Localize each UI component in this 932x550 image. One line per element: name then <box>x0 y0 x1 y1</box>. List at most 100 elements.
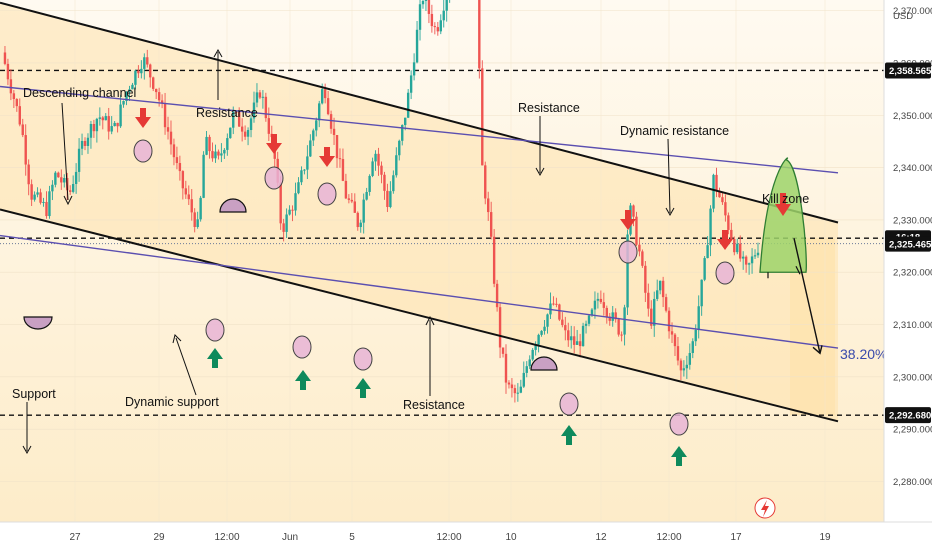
candle-body <box>611 312 614 321</box>
candle-body <box>706 245 709 259</box>
candle-body <box>409 75 413 93</box>
candle-body <box>193 212 196 227</box>
candle-body <box>329 114 333 129</box>
y-tick-label: 2,350.000 <box>893 111 932 122</box>
y-tick-label: 2,300.000 <box>893 372 932 383</box>
candle-body <box>146 57 149 65</box>
candle-body <box>291 209 294 211</box>
candle-body <box>24 135 27 165</box>
candle-body <box>303 169 306 171</box>
candle-body <box>184 188 188 195</box>
candle-body <box>217 151 220 156</box>
candle-body <box>9 79 13 94</box>
candle-body <box>401 125 404 141</box>
projection-arrow[interactable] <box>793 238 823 355</box>
candle-body <box>430 13 434 27</box>
candle-body <box>653 298 656 326</box>
time-axis[interactable] <box>0 522 932 550</box>
candle-body <box>516 392 520 394</box>
candle-body <box>326 98 330 115</box>
support-label: Support <box>12 387 56 401</box>
candle-body <box>623 307 626 335</box>
candle-body <box>676 346 680 361</box>
lightning-icon[interactable] <box>754 497 776 519</box>
candle-body <box>48 191 51 217</box>
touch-arcs <box>23 198 558 371</box>
candle-body <box>232 111 235 128</box>
candle-body <box>685 364 689 369</box>
candle-body <box>359 222 362 228</box>
candle-body <box>288 209 291 215</box>
candle-body <box>492 236 496 284</box>
candle-body <box>424 0 428 1</box>
candle-body <box>664 297 668 311</box>
candle-body <box>504 353 508 383</box>
candle-body <box>113 122 116 127</box>
candle-body <box>608 316 611 321</box>
x-tick-label: 12 <box>595 532 607 543</box>
dynamic-resistance-line[interactable] <box>0 85 839 174</box>
candle-body <box>682 368 686 371</box>
candle-body <box>656 290 659 299</box>
candle-body <box>620 334 623 336</box>
candle-body <box>730 229 733 239</box>
candle-body <box>323 89 327 99</box>
candle-body <box>338 158 342 160</box>
candle-body <box>306 156 309 170</box>
candle-body <box>154 88 158 93</box>
candle-body <box>632 205 635 217</box>
candle-body <box>237 111 241 127</box>
channel-lower-line[interactable] <box>0 208 839 423</box>
candle-body <box>128 89 131 92</box>
candle-body <box>6 63 10 80</box>
candle-body <box>163 103 167 128</box>
candle-body <box>131 84 134 90</box>
candle-body <box>312 130 315 141</box>
dynamic-support-line[interactable] <box>0 234 839 349</box>
candle-body <box>332 128 336 135</box>
candle-body <box>433 26 437 28</box>
candle-body <box>667 310 671 332</box>
candle-body <box>421 0 425 5</box>
candle-body <box>605 307 608 317</box>
candle-body <box>107 116 110 132</box>
candle-body <box>507 382 511 385</box>
candle-body <box>205 136 208 155</box>
candle-body <box>522 372 525 387</box>
channel-upper-line[interactable] <box>0 1 839 224</box>
candle-body <box>116 122 119 127</box>
candle-body <box>747 263 751 265</box>
candle-body <box>442 10 445 21</box>
candle-body <box>406 92 410 118</box>
level-badge <box>885 407 931 424</box>
candle-body <box>187 194 190 200</box>
candle-body <box>724 202 727 216</box>
candle-body <box>235 111 238 113</box>
y-axis-ticks: 2,280.000 2,290.000 2,300.000 2,310.000 2,32… <box>893 6 932 488</box>
level-badge <box>885 62 931 79</box>
x-tick-label: 19 <box>819 532 831 543</box>
candle-body <box>404 117 407 126</box>
candle-body <box>546 314 549 327</box>
candle-body <box>140 68 143 74</box>
kill-zone-label: Kill zone <box>762 192 809 206</box>
dynamic-resistance-label: Dynamic resistance <box>620 124 729 138</box>
candle-body <box>688 352 692 365</box>
candle-body <box>172 144 176 158</box>
candle-body <box>353 201 356 213</box>
candle-body <box>86 137 90 146</box>
x-tick-label: 10 <box>505 532 517 543</box>
candle-body <box>377 153 380 166</box>
candle-body <box>650 308 653 326</box>
horizontal-levels[interactable] <box>0 0 884 416</box>
candle-body <box>386 190 389 208</box>
price-axis[interactable] <box>884 0 932 522</box>
candle-body <box>599 298 603 303</box>
candle-body <box>320 89 324 104</box>
candle-body <box>57 172 60 178</box>
candle-body <box>104 116 107 121</box>
arrow-down-icon <box>135 108 791 250</box>
candle-body <box>380 165 383 175</box>
candle-body <box>63 177 66 183</box>
